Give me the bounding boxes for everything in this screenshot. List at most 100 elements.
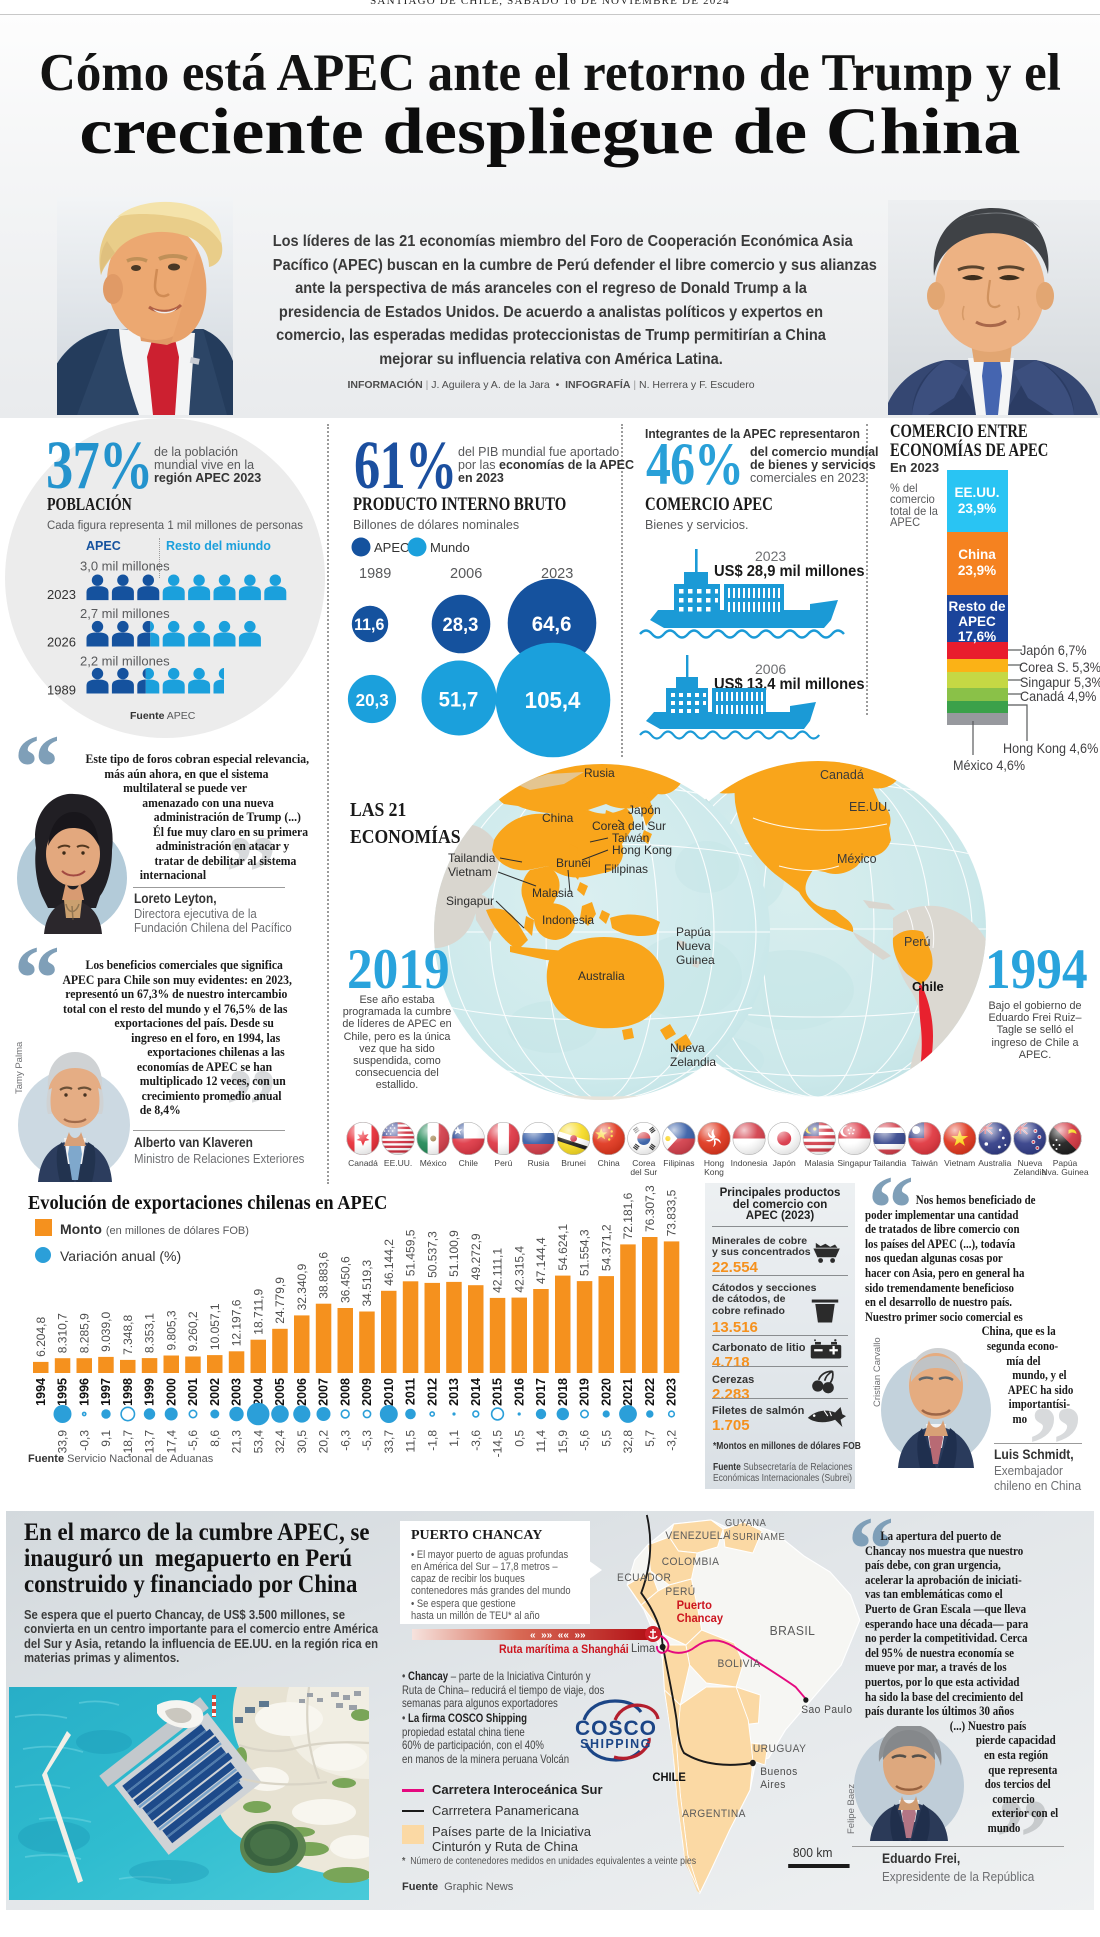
svg-text:2023: 2023 xyxy=(47,587,76,602)
svg-text:7.348,8: 7.348,8 xyxy=(121,1315,135,1355)
svg-text:2001: 2001 xyxy=(186,1378,200,1406)
svg-text:11,6: 11,6 xyxy=(354,616,384,634)
svg-text:GUYANA: GUYANA xyxy=(725,1518,766,1529)
svg-text:2015: 2015 xyxy=(491,1378,505,1406)
svg-text:Indonesia: Indonesia xyxy=(731,1158,768,1168)
svg-text:Taiwán: Taiwán xyxy=(911,1158,938,1168)
svg-text:2,7 mil millones: 2,7 mil millones xyxy=(80,606,170,621)
svg-text:Australia: Australia xyxy=(578,969,625,983)
svg-text:47.144,4: 47.144,4 xyxy=(534,1237,548,1284)
svg-text:32,4: 32,4 xyxy=(273,1430,287,1454)
svg-text:Perú: Perú xyxy=(904,935,930,949)
svg-text:México: México xyxy=(837,852,877,866)
svg-text:CHILE: CHILE xyxy=(652,1772,686,1784)
svg-text:2000: 2000 xyxy=(164,1378,178,1406)
svg-text:30,5: 30,5 xyxy=(295,1430,309,1454)
svg-text:China: China xyxy=(958,547,996,562)
svg-text:URUGUAY: URUGUAY xyxy=(753,1743,807,1755)
svg-text:33,7: 33,7 xyxy=(382,1430,396,1454)
svg-text:Nva. Guinea: Nva. Guinea xyxy=(1041,1167,1089,1177)
svg-text:54.624,1: 54.624,1 xyxy=(556,1224,570,1271)
svg-text:21,3: 21,3 xyxy=(230,1430,244,1454)
svg-text:2005: 2005 xyxy=(273,1378,287,1406)
svg-text:51,7: 51,7 xyxy=(439,688,479,711)
svg-text:1994: 1994 xyxy=(34,1378,48,1406)
svg-text:Tailandia: Tailandia xyxy=(448,851,496,865)
svg-text:Australia: Australia xyxy=(978,1158,1011,1168)
svg-text:11,4: 11,4 xyxy=(534,1430,548,1453)
svg-text:1,1: 1,1 xyxy=(447,1430,461,1447)
svg-text:5,5: 5,5 xyxy=(600,1430,614,1447)
svg-text:2012: 2012 xyxy=(425,1378,439,1406)
svg-text:50.537,3: 50.537,3 xyxy=(425,1231,439,1278)
svg-text:APEC: APEC xyxy=(374,540,409,555)
svg-text:800 km: 800 km xyxy=(793,1846,833,1860)
svg-text:1995: 1995 xyxy=(56,1378,70,1406)
svg-text:Papúa: Papúa xyxy=(1053,1158,1078,1168)
svg-text:Corea: Corea xyxy=(632,1158,655,1168)
svg-text:EE.UU.: EE.UU. xyxy=(384,1158,412,1168)
svg-text:-6,3: -6,3 xyxy=(338,1430,352,1451)
svg-text:SURINAME: SURINAME xyxy=(732,1532,785,1543)
svg-text:76.307,3: 76.307,3 xyxy=(643,1185,657,1232)
svg-text:Chile: Chile xyxy=(459,1158,479,1168)
svg-text:Puerto: Puerto xyxy=(677,1600,712,1612)
svg-text:Lima: Lima xyxy=(631,1643,656,1655)
svg-text:Zelandia: Zelandia xyxy=(1014,1167,1047,1177)
svg-text:Kong: Kong xyxy=(704,1167,724,1177)
svg-text:36.450,6: 36.450,6 xyxy=(338,1256,352,1303)
svg-text:38.883,6: 38.883,6 xyxy=(317,1252,331,1299)
svg-text:-18,7: -18,7 xyxy=(121,1430,135,1458)
svg-text:2004: 2004 xyxy=(251,1378,265,1406)
svg-text:9,1: 9,1 xyxy=(99,1430,113,1447)
svg-text:18.711,9: 18.711,9 xyxy=(251,1289,265,1335)
svg-text:54.371,2: 54.371,2 xyxy=(600,1224,614,1271)
svg-text:Malasia: Malasia xyxy=(805,1158,835,1168)
svg-text:2006: 2006 xyxy=(450,566,482,582)
svg-text:-5,3: -5,3 xyxy=(360,1430,374,1451)
svg-text:32.340,9: 32.340,9 xyxy=(295,1263,309,1310)
svg-text:Mundo: Mundo xyxy=(430,540,470,555)
svg-text:Filipinas: Filipinas xyxy=(663,1158,694,1168)
svg-text:Japón: Japón xyxy=(773,1158,796,1168)
svg-text:ARGENTINA: ARGENTINA xyxy=(682,1808,746,1820)
svg-text:12.197,6: 12.197,6 xyxy=(230,1299,244,1346)
svg-text:Guinea: Guinea xyxy=(676,953,715,967)
svg-text:105,4: 105,4 xyxy=(525,687,581,713)
svg-text:24.779,9: 24.779,9 xyxy=(273,1277,287,1324)
svg-text:3,0 mil millones: 3,0 mil millones xyxy=(80,559,170,574)
svg-text:51.554,3: 51.554,3 xyxy=(578,1229,592,1276)
svg-text:20,2: 20,2 xyxy=(317,1430,331,1454)
svg-text:10.057,1: 10.057,1 xyxy=(208,1303,222,1350)
svg-text:-1,8: -1,8 xyxy=(425,1430,439,1451)
svg-text:0,5: 0,5 xyxy=(513,1430,527,1447)
svg-text:Nueva: Nueva xyxy=(676,939,711,953)
svg-text:Brunei: Brunei xyxy=(561,1158,586,1168)
svg-text:Taiwán: Taiwán xyxy=(612,831,649,845)
svg-text:51.100,9: 51.100,9 xyxy=(447,1230,461,1277)
svg-text:« »» «« »»: « »» «« »» xyxy=(530,1630,586,1641)
svg-text:COLOMBIA: COLOMBIA xyxy=(662,1556,720,1568)
svg-text:Singapur: Singapur xyxy=(837,1158,871,1168)
svg-text:8,6: 8,6 xyxy=(208,1430,222,1447)
svg-text:42.111,1: 42.111,1 xyxy=(491,1248,505,1293)
svg-text:72.181,6: 72.181,6 xyxy=(621,1192,635,1239)
svg-text:Sao Paulo: Sao Paulo xyxy=(801,1704,852,1716)
svg-text:VENEZUELA: VENEZUELA xyxy=(665,1530,730,1542)
svg-text:2010: 2010 xyxy=(382,1378,396,1406)
svg-text:8.353,1: 8.353,1 xyxy=(143,1313,157,1353)
svg-text:2009: 2009 xyxy=(360,1378,374,1406)
svg-text:1997: 1997 xyxy=(99,1378,113,1406)
svg-text:Brunei: Brunei xyxy=(556,856,591,870)
svg-text:8.310,7: 8.310,7 xyxy=(56,1313,70,1353)
svg-text:EE.UU.: EE.UU. xyxy=(954,485,999,500)
svg-text:Rusia: Rusia xyxy=(528,1158,550,1168)
svg-text:2007: 2007 xyxy=(317,1378,331,1406)
svg-text:Rusia: Rusia xyxy=(584,766,615,780)
svg-text:1996: 1996 xyxy=(78,1378,92,1406)
svg-text:Tailandia: Tailandia xyxy=(873,1158,907,1168)
svg-text:-3,6: -3,6 xyxy=(469,1430,483,1451)
svg-text:-14,5: -14,5 xyxy=(491,1430,505,1458)
svg-text:32,8: 32,8 xyxy=(621,1430,635,1454)
svg-text:SHIPPING: SHIPPING xyxy=(580,1737,652,1751)
